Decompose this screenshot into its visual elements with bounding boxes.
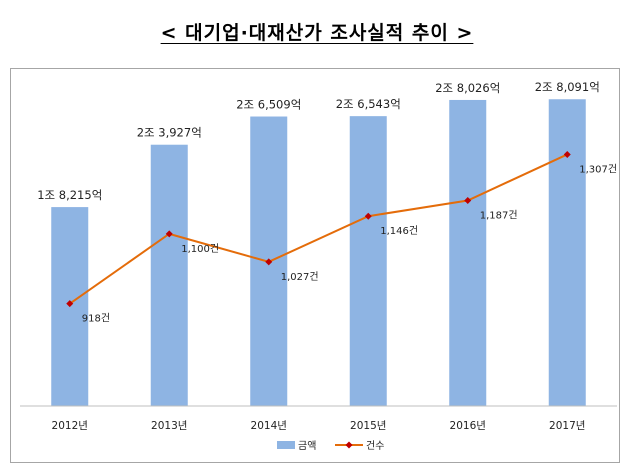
bar-label: 2조 8,026억	[435, 81, 500, 95]
chart-title-text: < 대기업·대재산가 조사실적 추이 >	[160, 22, 474, 44]
bar-label: 1조 8,215억	[37, 188, 102, 202]
line-point-2016년	[464, 196, 472, 204]
line-label: 1,027건	[281, 271, 319, 283]
bar-label: 2조 6,509억	[236, 98, 301, 112]
x-tick-label: 2013년	[151, 420, 187, 432]
line-point-2012년	[66, 300, 74, 308]
line-point-2015년	[364, 212, 372, 220]
bar-label: 2조 8,091억	[535, 80, 600, 94]
legend-label: 금액	[298, 440, 316, 452]
x-tick-label: 2014년	[251, 420, 287, 432]
line-point-2014년	[265, 258, 273, 266]
bar-label: 2조 6,543억	[336, 97, 401, 111]
bar-2015년	[349, 116, 387, 406]
legend-label: 건수	[366, 440, 384, 452]
x-tick-label: 2012년	[52, 420, 88, 432]
line-point-2013년	[165, 230, 173, 238]
line-label: 1,187건	[480, 209, 518, 221]
line-label: 1,307건	[579, 163, 617, 175]
legend-bar-swatch	[277, 441, 295, 449]
bar-2013년	[150, 144, 188, 406]
x-tick-label: 2016년	[450, 420, 486, 432]
bar-2017년	[548, 99, 586, 406]
line-point-2017년	[563, 150, 571, 158]
x-tick-label: 2015년	[350, 420, 386, 432]
chart-title: < 대기업·대재산가 조사실적 추이 >	[0, 18, 634, 45]
line-label: 1,146건	[380, 225, 418, 237]
chart-frame	[10, 68, 620, 463]
legend-line-marker	[345, 441, 353, 449]
line-series-건수	[69, 153, 568, 305]
line-label: 918건	[82, 313, 110, 325]
line-label: 1,100건	[181, 243, 219, 255]
x-tick-label: 2017년	[549, 420, 585, 432]
bar-2016년	[449, 99, 487, 406]
bar-label: 2조 3,927억	[137, 126, 202, 140]
